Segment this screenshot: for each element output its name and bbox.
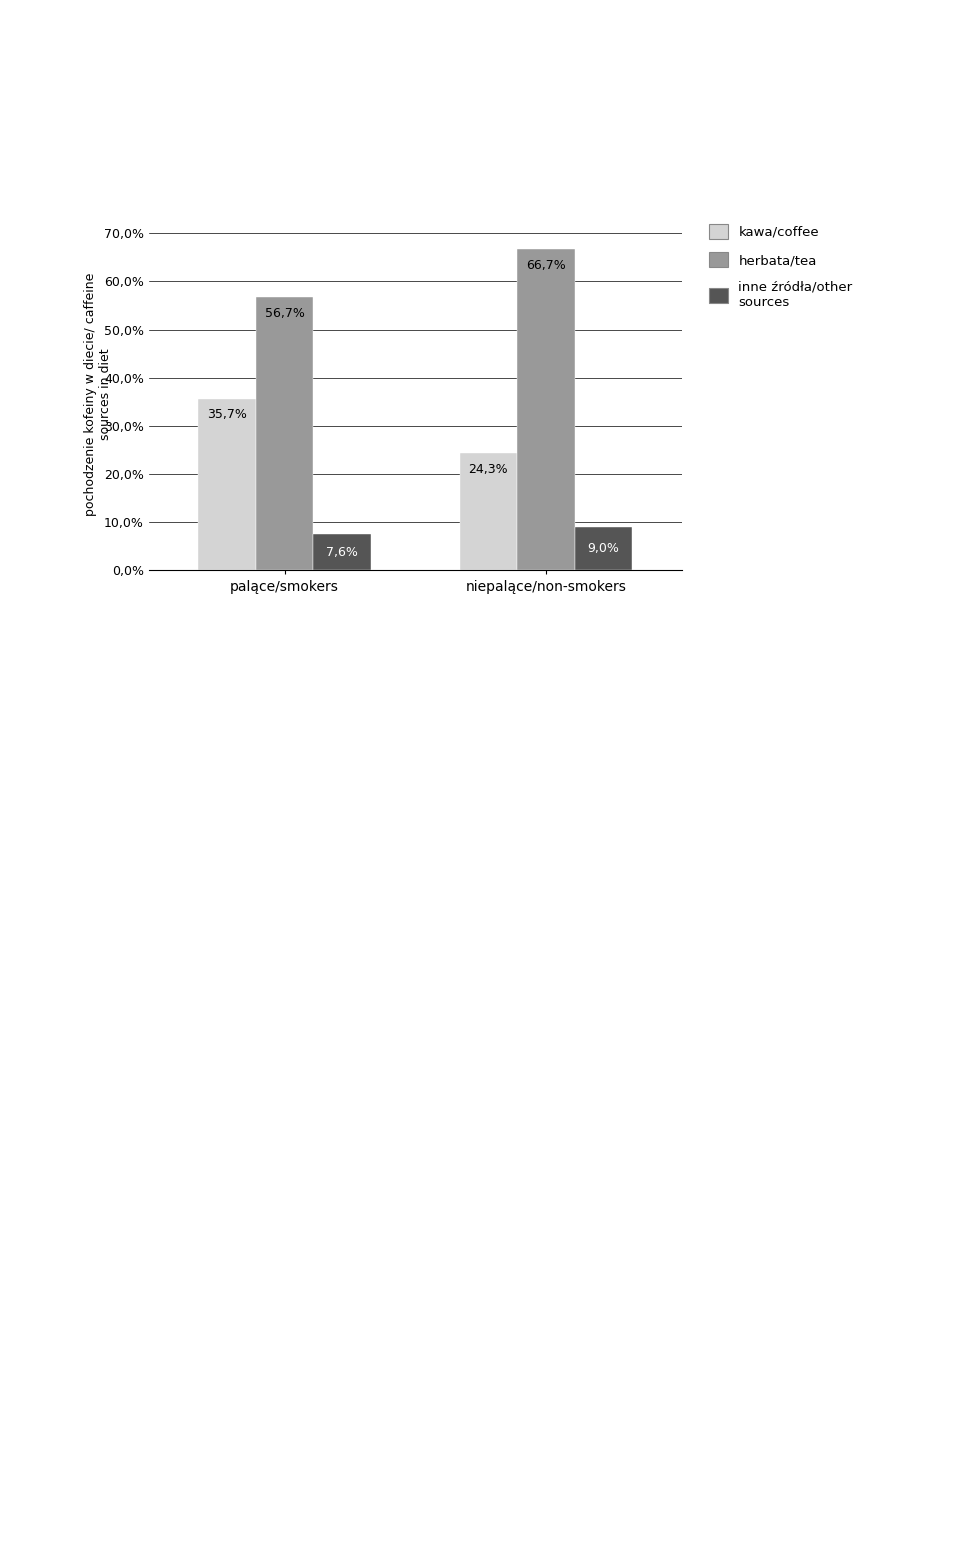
Text: 24,3%: 24,3% [468,463,508,477]
Text: 35,7%: 35,7% [207,408,247,420]
Text: 66,7%: 66,7% [526,259,565,272]
Y-axis label: pochodzenie kofeiny w diecie/ caffeine
sources in diet: pochodzenie kofeiny w diecie/ caffeine s… [84,274,112,516]
Bar [460,453,517,570]
Bar [199,399,256,570]
Bar [256,297,313,570]
Text: 9,0%: 9,0% [588,542,619,555]
Text: 7,6%: 7,6% [326,545,358,558]
Text: 56,7%: 56,7% [265,306,304,320]
Bar [517,249,574,570]
Bar [574,527,632,570]
Bar [313,535,371,570]
Legend: kawa/coffee, herbata/tea, inne źródła/other
sources: kawa/coffee, herbata/tea, inne źródła/ot… [705,219,858,314]
